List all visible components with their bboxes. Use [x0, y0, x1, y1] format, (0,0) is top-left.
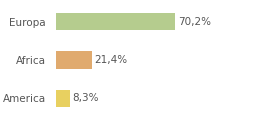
- Bar: [56, 13, 175, 30]
- Bar: [56, 90, 70, 107]
- Text: 8,3%: 8,3%: [72, 93, 99, 103]
- Text: 70,2%: 70,2%: [178, 17, 211, 27]
- Bar: [56, 51, 92, 69]
- Text: 21,4%: 21,4%: [95, 55, 128, 65]
